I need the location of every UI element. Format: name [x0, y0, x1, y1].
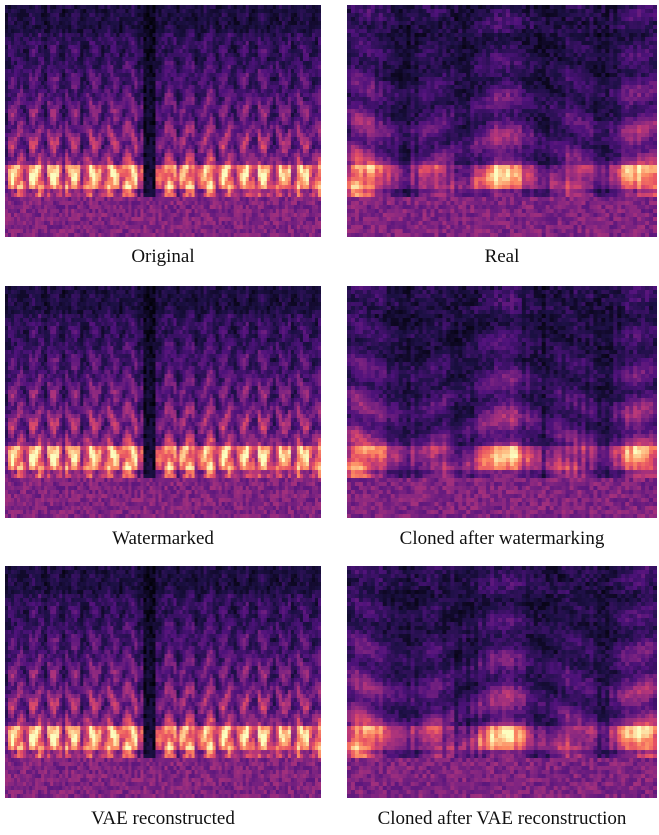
caption-cloned-after-watermarking: Cloned after watermarking	[347, 528, 657, 550]
spectrogram-cloned-after-vae-reconstruction	[347, 566, 657, 798]
caption-vae-reconstructed: VAE reconstructed	[5, 808, 321, 830]
caption-cloned-after-vae-reconstruction: Cloned after VAE reconstruction	[340, 808, 659, 830]
caption-original: Original	[5, 246, 321, 268]
caption-real: Real	[347, 246, 657, 268]
spectrogram-cloned-after-watermarking	[347, 286, 657, 518]
spectrogram-vae-reconstructed	[5, 566, 321, 798]
spectrogram-original	[5, 5, 321, 237]
spectrogram-real	[347, 5, 657, 237]
spectrogram-watermarked	[5, 286, 321, 518]
caption-watermarked: Watermarked	[5, 528, 321, 550]
